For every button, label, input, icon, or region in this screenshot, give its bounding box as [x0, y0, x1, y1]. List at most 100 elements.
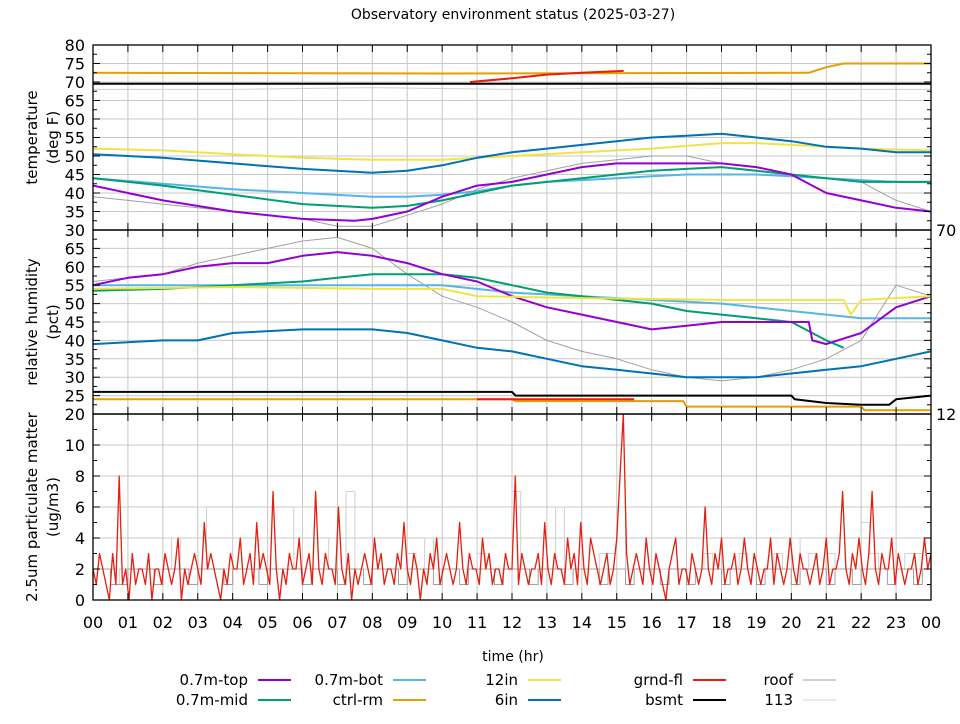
x-tick-label: 13 [537, 613, 557, 632]
y-axis-label-line2: (ug/m3) [44, 477, 62, 537]
y-tick-label: 80 [65, 36, 85, 55]
series-line-6in-panel-0 [93, 132, 931, 174]
x-tick-label: 04 [222, 613, 242, 632]
y-tick-label: 4 [75, 529, 85, 548]
y-tick-label: 55 [65, 129, 85, 148]
legend-item-grnd-fl: grnd-fl [634, 671, 726, 689]
y-tick-label: 75 [65, 55, 85, 74]
x-tick-label: 14 [572, 613, 592, 632]
legend-label: ctrl-rm [333, 691, 383, 709]
series-line-roof-panel-1 [93, 236, 931, 382]
y-axis-label-line2: (pct) [44, 304, 62, 339]
series-line-ctrl-rm-panel-0 [93, 62, 931, 75]
legend-label: 12in [485, 671, 518, 689]
legend-item-07m-bot: 0.7m-bot [315, 671, 426, 689]
x-tick-label: 20 [781, 613, 801, 632]
x-tick-label: 23 [886, 613, 906, 632]
legend-label: grnd-fl [634, 671, 683, 689]
legend-item-ctrl-rm: ctrl-rm [333, 691, 426, 709]
series-line-bsmt-panel-1 [93, 390, 931, 406]
x-tick-label: 05 [257, 613, 277, 632]
legend-item-6in: 6in [495, 691, 561, 709]
y-tick-label: 2 [75, 560, 85, 579]
y-tick-label: 0 [75, 591, 85, 610]
legend-label: bsmt [645, 691, 683, 709]
series-line-grnd-fl-panel-2 [93, 414, 931, 600]
y-axis-label-line1: relative humidity [23, 258, 41, 386]
series-line-grnd-fl-panel-0 [470, 69, 624, 83]
y-tick-label: 45 [65, 166, 85, 185]
x-tick-label: 12 [502, 613, 522, 632]
y-tick-label: 40 [65, 184, 85, 203]
y-tick-label: 35 [65, 203, 85, 222]
y-axis-label: temperature (deg F) [23, 90, 62, 184]
y-tick-label: 60 [65, 110, 85, 129]
legend: 0.7m-top 0.7m-mid 0.7m-bot ctrl-rm 12in 6in gr… [176, 671, 836, 709]
y-axis-label: 2.5um particulate matter (ug/m3) [23, 411, 62, 601]
y-tick-label: 50 [65, 147, 85, 166]
panel-frame [92, 413, 932, 601]
y-tick-label: 60 [65, 258, 85, 277]
y-tick-label: 35 [65, 350, 85, 369]
x-tick-label: 19 [746, 613, 766, 632]
series-line-6in-panel-1 [93, 328, 931, 379]
x-tick-label: 17 [676, 613, 696, 632]
y-tick-label: 55 [65, 276, 85, 295]
x-tick-label: 06 [292, 613, 312, 632]
y-tick-label: 40 [65, 331, 85, 350]
y-tick-label: 70 [936, 221, 956, 240]
legend-item-113: 113 [764, 691, 836, 709]
panel-frames [92, 44, 932, 601]
x-tick-label: 00 [921, 613, 941, 632]
series-line-07m-mid-panel-1 [93, 273, 845, 349]
series-line-07m-mid-panel-0 [93, 166, 931, 209]
y-tick-label: 65 [65, 239, 85, 258]
y-tick-label: 10 [65, 436, 85, 455]
x-tick-label: 09 [397, 613, 417, 632]
x-tick-label: 15 [607, 613, 627, 632]
y-tick-label: 45 [65, 313, 85, 332]
y-tick-label: 50 [65, 295, 85, 314]
series-line-07m-top-panel-1 [93, 251, 931, 346]
y-axis-label-line1: temperature [23, 90, 41, 184]
y-tick-label: 70 [65, 73, 85, 92]
y-tick-label: 8 [75, 467, 85, 486]
x-tick-label: 18 [711, 613, 731, 632]
y-tick-label: 20 [65, 405, 85, 424]
y-tick-label: 12 [936, 405, 956, 424]
x-tick-label: 02 [153, 613, 173, 632]
x-axis-label: time (hr) [482, 649, 544, 665]
legend-label: 0.7m-mid [176, 691, 248, 709]
y-axis-label-line2: (deg F) [44, 111, 62, 164]
series-line-07m-top-panel-0 [93, 162, 931, 222]
legend-item-07m-top: 0.7m-top [180, 671, 291, 689]
x-tick-label: 08 [362, 613, 382, 632]
x-tick-label: 11 [467, 613, 487, 632]
legend-item-12in: 12in [485, 671, 561, 689]
legend-item-07m-mid: 0.7m-mid [176, 691, 291, 709]
legend-label: 113 [764, 691, 793, 709]
y-tick-label: 6 [75, 498, 85, 517]
legend-item-bsmt: bsmt [645, 691, 726, 709]
legend-label: 0.7m-top [180, 671, 248, 689]
chart-title: Observatory environment status (2025-03-… [351, 7, 675, 23]
series-line-113-panel-0 [93, 87, 931, 90]
series-line-12in-panel-0 [93, 142, 931, 161]
x-tick-label: 22 [851, 613, 871, 632]
legend-label: 0.7m-bot [315, 671, 384, 689]
legend-label: roof [764, 671, 794, 689]
y-axis-label: relative humidity (pct) [23, 258, 62, 386]
x-tick-label: 16 [641, 613, 661, 632]
x-tick-label: 00 [83, 613, 103, 632]
x-tick-label: 10 [432, 613, 452, 632]
x-tick-label: 03 [188, 613, 208, 632]
y-axis-label-line1: 2.5um particulate matter [23, 411, 41, 601]
x-tick-label: 07 [327, 613, 347, 632]
legend-label: 6in [495, 691, 518, 709]
y-tick-label: 30 [65, 368, 85, 387]
y-tick-label: 25 [65, 387, 85, 406]
data-series [93, 62, 931, 600]
x-tick-label: 21 [816, 613, 836, 632]
